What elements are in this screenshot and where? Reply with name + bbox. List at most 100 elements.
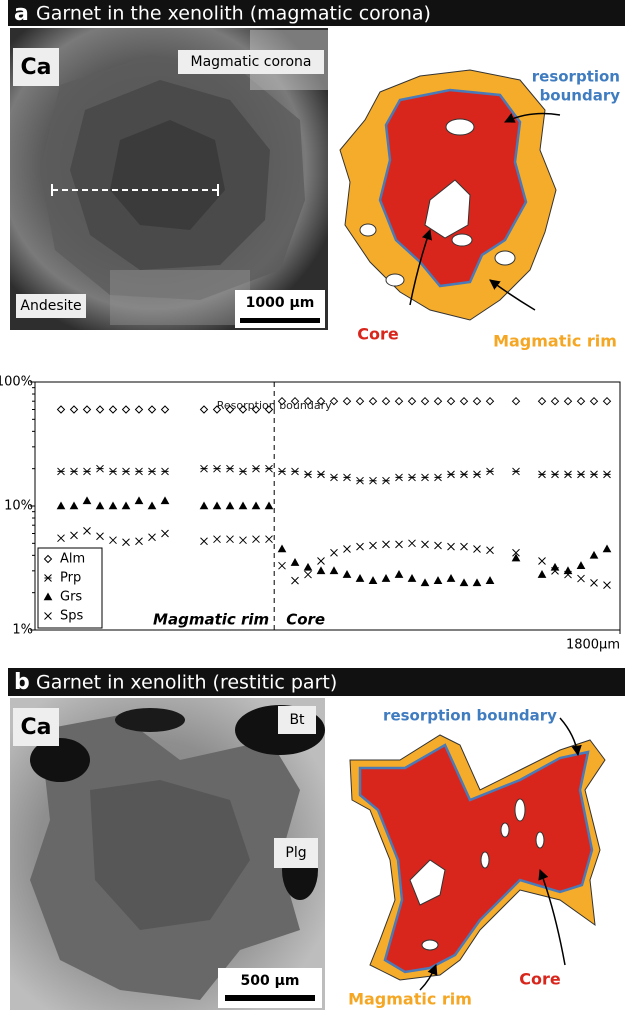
marker — [305, 564, 312, 570]
marker — [539, 571, 546, 577]
marker — [227, 536, 234, 543]
sketch-label: boundary — [540, 87, 621, 105]
marker — [266, 465, 273, 472]
marker — [331, 567, 338, 573]
marker — [448, 471, 455, 478]
scale-bar-label: 1000 µm — [246, 295, 315, 311]
legend-label: Prp — [60, 571, 81, 586]
image-label: Plg — [285, 845, 306, 861]
marker — [318, 567, 325, 573]
marker — [591, 579, 598, 586]
marker — [409, 474, 416, 481]
marker — [474, 471, 481, 478]
sketch-label: Core — [519, 970, 561, 989]
image-label: Magmatic corona — [190, 54, 311, 70]
garnet-sketch — [340, 70, 560, 320]
marker — [123, 503, 130, 509]
marker — [396, 571, 403, 577]
marker — [344, 546, 351, 553]
marker — [513, 468, 520, 475]
x-tick-label: 1800µm — [566, 638, 620, 653]
marker — [370, 577, 377, 583]
marker — [487, 398, 494, 405]
chart-frame — [35, 382, 620, 630]
zone-label: Magmatic rim — [153, 611, 269, 629]
marker — [474, 579, 481, 585]
y-tick-label: 100% — [0, 375, 33, 390]
marker — [84, 527, 91, 534]
marker — [279, 562, 286, 569]
zone-label: Core — [286, 611, 325, 629]
sketch-label: Core — [357, 325, 399, 344]
marker — [513, 398, 520, 405]
marker — [461, 398, 468, 405]
marker — [240, 537, 247, 544]
marker — [136, 468, 143, 475]
panel-title: Garnet in the xenolith (magmatic corona) — [36, 3, 431, 25]
marker — [344, 474, 351, 481]
marker — [110, 468, 117, 475]
marker — [461, 579, 468, 585]
marker — [97, 503, 104, 509]
marker — [539, 398, 546, 405]
marker — [58, 406, 65, 413]
marker — [357, 543, 364, 550]
scale-bar-label: 500 µm — [241, 973, 300, 989]
marker — [214, 465, 221, 472]
marker — [253, 465, 260, 472]
marker — [201, 406, 208, 413]
marker — [84, 468, 91, 475]
marker — [136, 406, 143, 413]
marker — [84, 406, 91, 413]
marker — [604, 398, 611, 405]
y-tick-label: 10% — [4, 499, 33, 514]
marker — [331, 474, 338, 481]
marker — [240, 503, 247, 509]
marker — [422, 541, 429, 548]
marker — [292, 559, 299, 565]
marker — [279, 546, 286, 552]
marker — [227, 503, 234, 509]
boundary-label: Resorption boundary — [217, 399, 332, 412]
legend-label: Alm — [60, 552, 85, 567]
marker — [149, 503, 156, 509]
y-tick-label: 1% — [12, 623, 33, 638]
marker — [71, 468, 78, 475]
marker — [383, 477, 390, 484]
marker — [383, 575, 390, 581]
marker — [604, 471, 611, 478]
marker — [253, 536, 260, 543]
marker — [578, 562, 585, 568]
image-label: Bt — [289, 712, 305, 728]
marker — [292, 468, 299, 475]
marker — [461, 543, 468, 550]
marker — [487, 577, 494, 583]
marker — [253, 503, 260, 509]
marker — [448, 398, 455, 405]
marker — [162, 530, 169, 537]
marker — [318, 558, 325, 565]
marker — [136, 497, 143, 503]
marker — [552, 398, 559, 405]
marker — [214, 536, 221, 543]
sketch-label: Magmatic rim — [348, 990, 472, 1009]
marker — [58, 503, 65, 509]
marker — [344, 571, 351, 577]
legend-label: Grs — [60, 590, 82, 605]
marker — [409, 398, 416, 405]
marker — [110, 503, 117, 509]
marker — [474, 398, 481, 405]
sketch-label: Magmatic rim — [493, 332, 617, 351]
sketch-label: resorption boundary — [383, 707, 557, 725]
marker — [435, 474, 442, 481]
marker — [162, 497, 169, 503]
figure: a Garnet in the xenolith (magmatic coron… — [0, 0, 625, 1013]
marker — [474, 546, 481, 553]
marker — [84, 497, 91, 503]
marker — [435, 398, 442, 405]
sketch-label: resorption — [532, 68, 620, 86]
marker — [435, 542, 442, 549]
marker — [201, 503, 208, 509]
marker — [149, 534, 156, 541]
marker — [396, 541, 403, 548]
